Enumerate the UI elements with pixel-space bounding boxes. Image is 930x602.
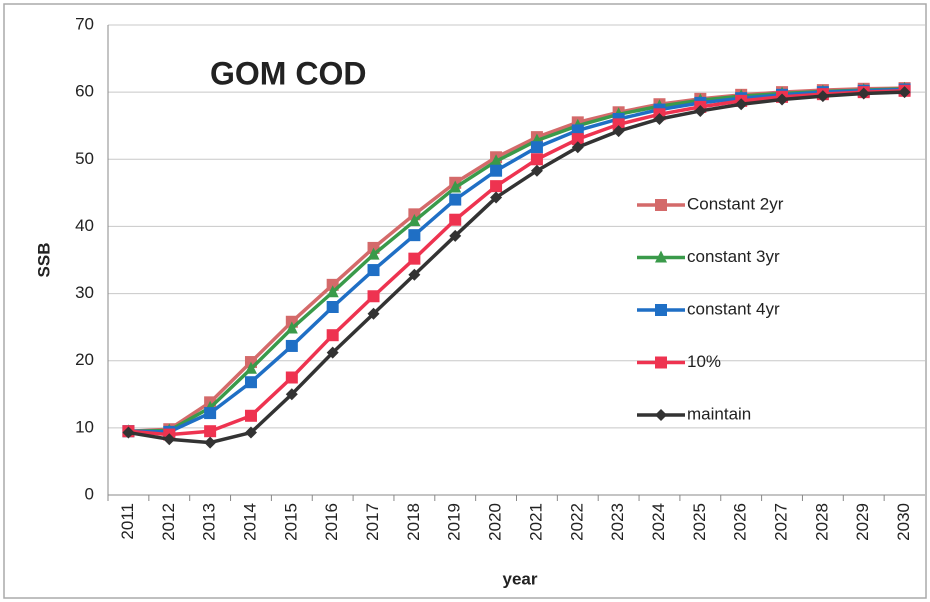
data-point [898, 86, 911, 99]
data-point [449, 229, 462, 242]
data-point [326, 346, 339, 359]
x-tick-label: 2029 [853, 503, 872, 541]
series-line [128, 87, 905, 434]
data-point [408, 268, 421, 281]
y-tick-label: 0 [85, 484, 94, 503]
data-point [490, 180, 503, 193]
legend-swatch [655, 199, 667, 211]
data-point [449, 213, 462, 226]
x-tick-label: 2030 [894, 503, 913, 541]
legend-swatch [655, 356, 667, 369]
legend-label: constant 4yr [687, 299, 780, 318]
data-point [408, 252, 421, 265]
chart-title: GOM COD [210, 55, 366, 91]
x-tick-label: 2018 [404, 503, 423, 541]
data-point [285, 339, 298, 352]
data-point [612, 125, 625, 138]
data-point [530, 164, 543, 177]
data-point [244, 426, 257, 439]
data-point [285, 388, 298, 401]
legend-label: 10% [687, 352, 721, 371]
data-point [735, 98, 748, 111]
data-point [285, 321, 298, 334]
x-tick-label: 2022 [567, 503, 586, 541]
data-point [367, 247, 380, 260]
data-point [367, 290, 380, 303]
y-tick-label: 40 [75, 216, 94, 235]
x-tick-label: 2014 [240, 503, 259, 541]
y-tick-label: 70 [75, 14, 94, 33]
data-point [326, 285, 339, 298]
data-point [367, 264, 380, 277]
data-point [367, 307, 380, 320]
data-point [163, 433, 176, 446]
data-point [204, 436, 217, 449]
data-point [449, 193, 462, 206]
data-point [449, 180, 462, 193]
data-point [571, 124, 584, 137]
data-point [653, 113, 666, 125]
x-tick-label: 2019 [445, 503, 464, 541]
data-point [285, 371, 298, 384]
data-point [694, 104, 707, 117]
y-tick-label: 10 [75, 417, 94, 436]
x-tick-label: 2020 [486, 503, 505, 541]
legend-label: Constant 2yr [687, 194, 784, 213]
series-line [128, 89, 905, 437]
data-point [244, 376, 257, 389]
data-point [408, 214, 421, 227]
chart-frame [3, 3, 927, 599]
data-point [326, 329, 339, 342]
x-tick-label: 2024 [649, 503, 668, 541]
x-tick-label: 2015 [281, 503, 300, 541]
data-point [571, 141, 584, 154]
x-tick-label: 2025 [690, 503, 709, 541]
data-point [530, 153, 543, 166]
data-point [244, 361, 257, 374]
y-axis-label: SSB [34, 243, 53, 278]
x-tick-label: 2023 [608, 503, 627, 541]
data-point [408, 229, 421, 242]
data-point [204, 425, 217, 438]
data-point [530, 141, 543, 154]
y-tick-label: 30 [75, 283, 94, 302]
x-tick-label: 2021 [526, 503, 545, 541]
x-tick-label: 2027 [772, 503, 791, 541]
data-point [122, 426, 135, 439]
x-tick-label: 2013 [200, 503, 219, 541]
data-point [490, 191, 503, 204]
y-tick-label: 50 [75, 149, 94, 168]
x-tick-label: 2016 [322, 503, 341, 541]
x-tick-label: 2011 [118, 503, 137, 540]
data-point [326, 301, 339, 313]
x-axis-label: year [503, 569, 538, 588]
series-line [128, 90, 905, 445]
legend-swatch [655, 250, 667, 263]
data-point [776, 93, 789, 106]
x-tick-label: 2028 [812, 503, 831, 541]
y-tick-label: 20 [75, 350, 94, 369]
x-tick-label: 2026 [731, 503, 750, 541]
data-point [204, 407, 217, 420]
data-point [490, 154, 503, 167]
data-point [244, 409, 257, 422]
data-point [612, 118, 625, 131]
legend-label: maintain [687, 404, 751, 423]
y-tick-label: 60 [75, 82, 94, 101]
data-point [490, 164, 503, 177]
data-point [816, 90, 829, 103]
x-tick-label: 2012 [159, 503, 178, 541]
x-tick-label: 2017 [363, 503, 382, 541]
legend-swatch [655, 304, 667, 316]
legend-label: constant 3yr [687, 247, 780, 266]
data-point [571, 133, 584, 146]
data-point [857, 87, 870, 100]
legend-swatch [655, 409, 667, 421]
